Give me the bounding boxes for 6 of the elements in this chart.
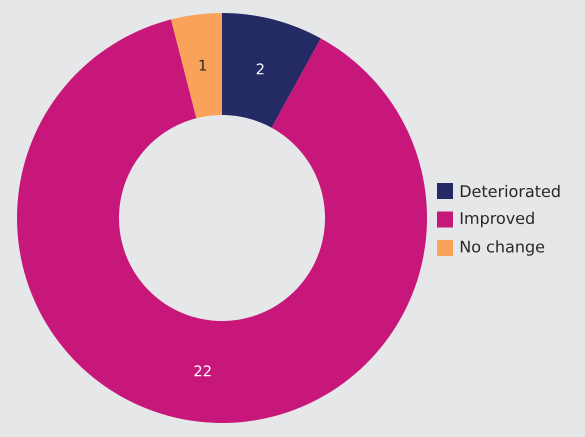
data-label: 1 [200, 60, 206, 71]
data-label: 2 [256, 63, 264, 74]
legend-label: Improved [460, 212, 534, 228]
legend-label: Deteriorated [460, 184, 560, 198]
data-label: 22 [194, 365, 211, 376]
legend-label: No change [460, 240, 544, 256]
